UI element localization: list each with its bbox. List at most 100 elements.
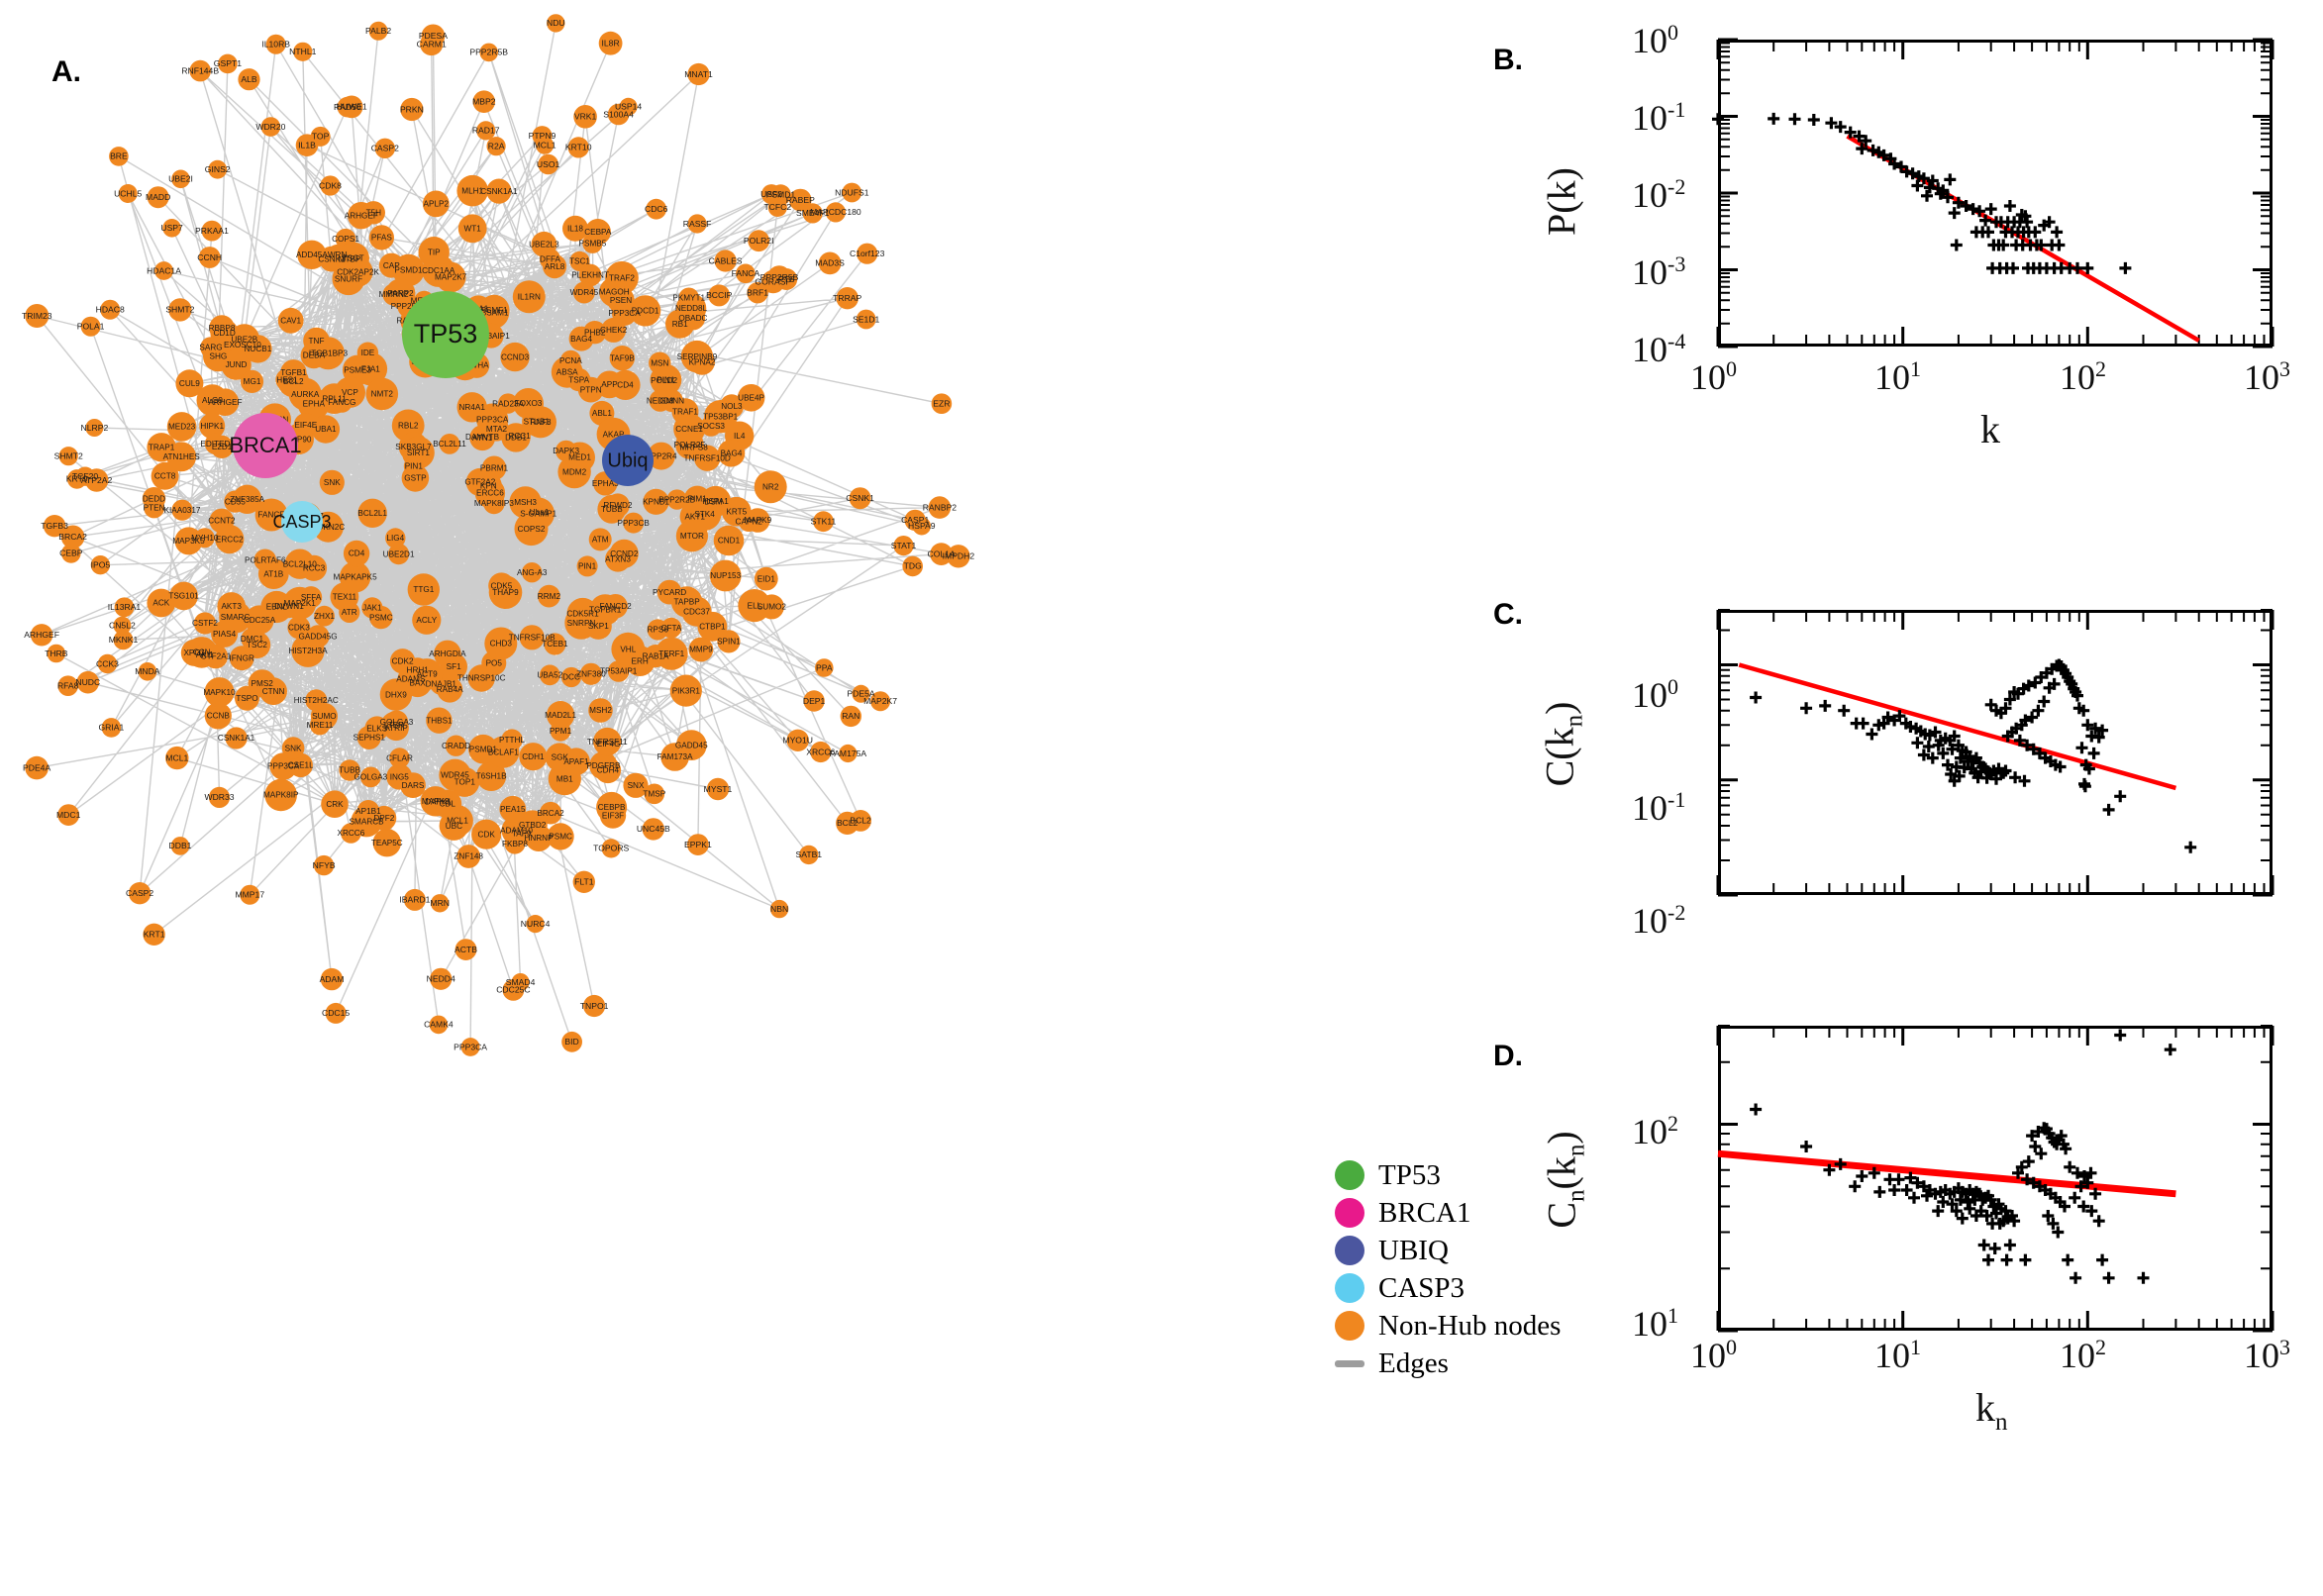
network-node[interactable] [420,786,451,817]
network-node[interactable] [445,735,467,756]
network-node[interactable] [551,355,583,388]
network-node[interactable] [687,834,709,855]
network-node[interactable] [526,915,545,934]
network-node[interactable] [468,734,498,764]
network-node[interactable] [601,317,627,343]
network-node[interactable] [748,230,770,252]
network-node[interactable] [687,214,707,234]
network-node[interactable] [928,496,952,519]
network-node[interactable] [312,337,345,370]
network-node[interactable] [786,729,809,751]
network-node[interactable] [568,326,594,351]
network-node[interactable] [572,281,595,304]
network-node[interactable] [128,882,152,905]
network-node[interactable] [354,351,388,386]
legend-item-edges[interactable]: Edges [1335,1345,1561,1382]
network-node[interactable] [567,137,589,158]
legend-item-casp3[interactable]: CASP3 [1335,1269,1561,1307]
network-node[interactable] [813,511,834,533]
hub-node-tp53[interactable] [402,291,489,378]
network-node[interactable] [544,633,566,655]
network-node[interactable] [572,870,595,893]
network-node[interactable] [356,800,380,823]
network-node[interactable] [514,512,549,547]
network-node[interactable] [254,498,288,532]
network-node[interactable] [519,743,548,771]
network-node[interactable] [208,159,228,179]
network-node[interactable] [320,175,341,196]
network-node[interactable] [598,31,623,55]
network-node[interactable] [203,644,229,669]
network-node[interactable] [852,684,870,703]
network-node[interactable] [357,498,387,528]
network-node[interactable] [260,117,281,137]
network-nodes[interactable] [25,14,970,1056]
network-node[interactable] [700,415,722,437]
network-node[interactable] [225,727,248,749]
network-node[interactable] [519,625,545,650]
network-node[interactable] [607,660,630,682]
network-node[interactable] [365,377,399,411]
network-node[interactable] [43,515,66,538]
network-node[interactable] [573,105,597,129]
network-node[interactable] [499,795,527,823]
network-node[interactable] [384,710,409,734]
network-node[interactable] [708,284,731,307]
network-node[interactable] [538,153,558,175]
network-node[interactable] [407,573,440,606]
network-node[interactable] [486,178,512,204]
network-node[interactable] [243,631,271,659]
network-node[interactable] [789,188,812,212]
network-node[interactable] [174,527,203,555]
network-node[interactable] [547,823,574,850]
network-node[interactable] [810,741,832,763]
network-node[interactable] [709,559,742,592]
network-node[interactable] [479,43,499,62]
network-node[interactable] [193,612,217,635]
network-node[interactable] [799,845,819,865]
network-node[interactable] [714,249,737,272]
network-node[interactable] [339,759,360,781]
network-node[interactable] [675,431,704,459]
network-node[interactable] [460,1038,480,1056]
network-node[interactable] [500,342,530,372]
network-node[interactable] [113,616,132,635]
network-node[interactable] [147,186,169,209]
legend-item-tp53[interactable]: TP53 [1335,1156,1561,1194]
network-node[interactable] [401,464,430,492]
network-node[interactable] [609,346,635,371]
network-node[interactable] [588,698,613,723]
network-node[interactable] [593,727,622,756]
network-node[interactable] [893,536,914,556]
network-node[interactable] [839,744,858,763]
network-node[interactable] [84,468,109,492]
network-node[interactable] [825,202,847,223]
network-node[interactable] [306,625,330,648]
network-node[interactable] [597,494,627,524]
network-node[interactable] [666,489,687,510]
network-node[interactable] [300,586,323,609]
network-node[interactable] [870,691,891,712]
network-node[interactable] [97,653,118,674]
hub-node-brca1[interactable] [233,413,298,478]
network-node[interactable] [472,90,496,113]
network-node[interactable] [211,388,240,417]
network-node[interactable] [457,214,487,244]
network-node[interactable] [208,786,231,809]
network-node[interactable] [561,1031,582,1052]
network-node[interactable] [61,544,81,563]
network-node[interactable] [539,664,560,686]
network-node[interactable] [389,648,416,674]
network-node[interactable] [545,743,574,772]
network-node[interactable] [857,243,878,264]
network-node[interactable] [539,801,562,825]
network-node[interactable] [80,316,101,337]
hub-node-casp3[interactable] [281,501,323,543]
network-node[interactable] [58,447,78,466]
hub-node-ubiq[interactable] [602,435,654,486]
network-node[interactable] [660,743,689,771]
network-node[interactable] [201,220,223,242]
network-node[interactable] [109,147,129,166]
network-node[interactable] [803,690,825,712]
network-node[interactable] [340,95,363,119]
